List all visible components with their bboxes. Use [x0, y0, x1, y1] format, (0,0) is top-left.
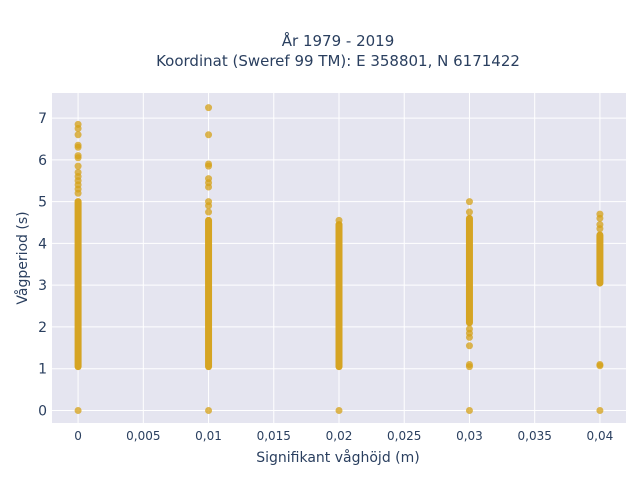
- x-tick-label: 0,015: [257, 429, 291, 443]
- data-point-band: [205, 216, 213, 371]
- x-axis-label: Signifikant våghöjd (m): [256, 449, 419, 466]
- data-point: [74, 141, 82, 149]
- data-point: [465, 406, 473, 414]
- chart-title-line2: Koordinat (Sweref 99 TM): E 358801, N 61…: [156, 52, 520, 70]
- data-point: [205, 104, 213, 112]
- x-tick-label: 0,01: [195, 429, 222, 443]
- data-point: [465, 198, 473, 206]
- x-tick-label: 0,04: [587, 429, 614, 443]
- data-point: [74, 152, 82, 160]
- data-point: [596, 210, 604, 218]
- data-point: [205, 160, 213, 168]
- data-point: [74, 120, 82, 128]
- data-point: [205, 175, 213, 183]
- x-tick-label: 0,025: [387, 429, 421, 443]
- x-tick-label: 0: [74, 429, 82, 443]
- data-point: [74, 168, 82, 176]
- y-axis-label: Vågperiod (s): [14, 211, 31, 304]
- data-point-band: [465, 214, 473, 327]
- data-point: [465, 325, 473, 333]
- y-tick-label: 0: [38, 403, 47, 419]
- y-tick-label: 2: [38, 320, 47, 336]
- data-point-band: [335, 221, 343, 371]
- data-point: [74, 162, 82, 170]
- data-point-band: [74, 198, 82, 371]
- data-point-band: [596, 231, 604, 287]
- data-point: [74, 131, 82, 139]
- data-point: [465, 208, 473, 216]
- x-tick-label: 0,035: [518, 429, 552, 443]
- chart-title-line1: År 1979 - 2019: [282, 31, 395, 50]
- data-point: [465, 361, 473, 369]
- x-tick-label: 0,03: [456, 429, 483, 443]
- y-tick-label: 3: [38, 278, 47, 294]
- x-tick-label: 0,02: [326, 429, 353, 443]
- data-point: [596, 406, 604, 414]
- data-point: [335, 406, 343, 414]
- data-point: [205, 208, 213, 216]
- y-tick-label: 7: [38, 111, 47, 127]
- data-point: [205, 131, 213, 139]
- data-point: [335, 216, 343, 224]
- x-tick-label: 0,005: [126, 429, 160, 443]
- data-point: [596, 221, 604, 229]
- x-tick-labels: 0 0,005 0,01 0,015 0,02 0,025 0,03 0,035 0,04: [74, 429, 613, 443]
- data-point: [74, 406, 82, 414]
- data-points: [74, 104, 604, 414]
- data-point: [205, 406, 213, 414]
- data-point: [596, 361, 604, 369]
- data-point: [465, 342, 473, 350]
- y-tick-labels: 0 1 2 3 4 5 6 7: [38, 111, 47, 419]
- y-tick-label: 1: [38, 362, 47, 378]
- y-tick-label: 6: [38, 153, 47, 169]
- data-point: [205, 198, 213, 206]
- y-tick-label: 4: [38, 236, 47, 252]
- y-tick-label: 5: [38, 195, 47, 211]
